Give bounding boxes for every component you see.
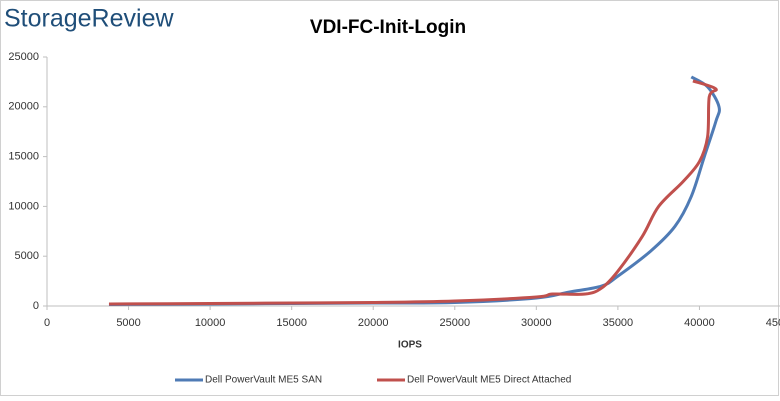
x-axis-label: IOPS xyxy=(398,340,422,351)
x-tick-label: 0 xyxy=(44,317,50,329)
brand-logo: StorageReview xyxy=(4,5,174,33)
y-tick-label: 5000 xyxy=(15,250,39,262)
y-tick-label: 20000 xyxy=(8,101,39,113)
x-tick-label: 30000 xyxy=(521,317,552,329)
x-tick-label: 20000 xyxy=(358,317,389,329)
x-tick-label: 10000 xyxy=(195,317,226,329)
series-line xyxy=(108,79,718,306)
legend-label: Dell PowerVault ME5 Direct Attached xyxy=(407,375,571,386)
x-tick-label: 5000 xyxy=(116,317,140,329)
chart-title: VDI-FC-Init-Login xyxy=(310,17,466,38)
legend-label: Dell PowerVault ME5 SAN xyxy=(205,375,322,386)
y-tick-label: 15000 xyxy=(8,151,39,163)
x-tick-label: 45000 xyxy=(766,317,780,329)
y-tick-label: 0 xyxy=(33,300,39,312)
x-tick-label: 35000 xyxy=(603,317,634,329)
y-tick-label: 10000 xyxy=(8,200,39,212)
x-tick-label: 15000 xyxy=(276,317,307,329)
y-tick-label: 25000 xyxy=(8,51,39,63)
x-tick-label: 25000 xyxy=(439,317,470,329)
x-tick-label: 40000 xyxy=(684,317,715,329)
